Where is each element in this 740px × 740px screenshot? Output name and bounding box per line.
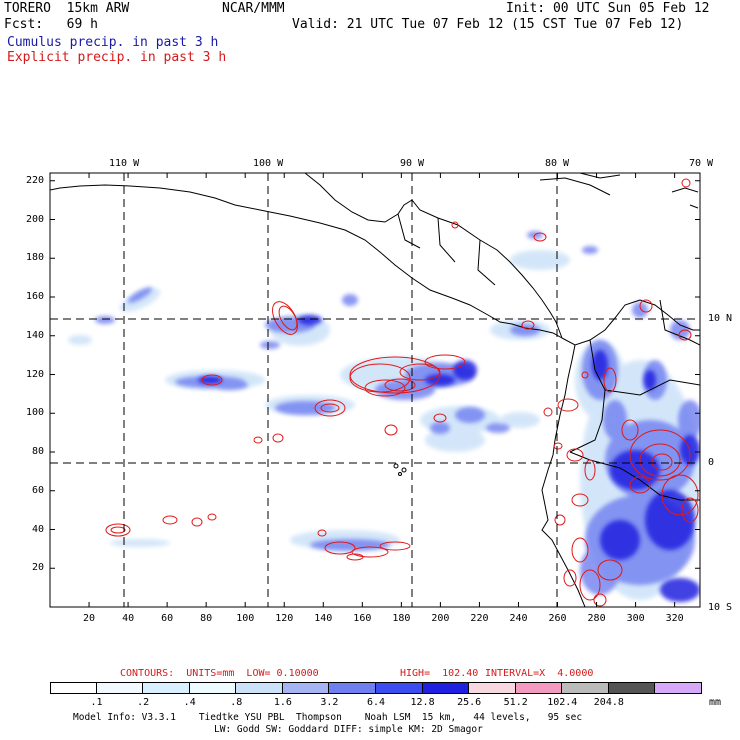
y-tick-label: 220 (26, 174, 45, 186)
x-tick-label: 180 (392, 613, 411, 624)
y-tick-label: 140 (26, 329, 45, 341)
lat-label-10s: 10 S (708, 602, 733, 613)
contour-interval: INTERVAL=X 4.0000 (485, 668, 594, 679)
model-name: TORERO 15km ARW (4, 1, 130, 16)
x-tick-label: 60 (161, 613, 174, 624)
x-tick-label: 140 (314, 613, 333, 624)
legend-label: 25.6 (457, 697, 482, 708)
forecast-hour: Fcst: 69 h (4, 17, 98, 32)
y-tick-label: 60 (32, 484, 45, 496)
precip-heavy-regions (198, 315, 700, 602)
legend-swatch (515, 682, 563, 694)
axis-ticks (50, 173, 700, 607)
valid-time: Valid: 21 UTC Tue 07 Feb 12 (15 CST Tue … (292, 17, 684, 32)
y-tick-label: 120 (26, 368, 45, 380)
legend-swatch (422, 682, 470, 694)
x-tick-label: 40 (122, 613, 135, 624)
x-tick-label: 320 (665, 613, 684, 624)
lon-label-90w: 90 W (400, 158, 425, 169)
legend-swatch (329, 682, 376, 694)
y-tick-label: 80 (32, 446, 45, 457)
cumulus-label: Cumulus precip. in past 3 h (7, 35, 219, 50)
lat-lon-grid (50, 173, 700, 607)
legend-unit: mm (709, 697, 722, 708)
legend-swatch (562, 682, 609, 694)
lon-label-100w: 100 W (253, 158, 284, 169)
legend-label: 102.4 (547, 697, 578, 708)
y-tick-label: 20 (32, 562, 45, 574)
x-tick-label: 20 (83, 613, 96, 624)
y-tick-label: 160 (26, 291, 45, 302)
y-tick-label: 200 (26, 213, 45, 225)
legend-label: .2 (137, 697, 150, 708)
contour-high: HIGH= 102.40 (400, 668, 479, 679)
x-tick-label: 160 (353, 613, 372, 624)
explicit-precip-contours (105, 178, 699, 607)
legend-swatch (236, 682, 283, 694)
legend-label: .1 (90, 697, 103, 708)
x-tick-label: 220 (470, 613, 489, 624)
x-tick-label: 240 (509, 613, 528, 624)
y-tick-label: 180 (26, 252, 45, 264)
legend-swatch (376, 682, 423, 694)
x-tick-label: 80 (200, 613, 213, 624)
legend-swatch (282, 682, 330, 694)
legend-swatch (469, 682, 516, 694)
legend-label: .8 (230, 697, 243, 708)
legend-label: 6.4 (366, 697, 386, 708)
init-time: Init: 00 UTC Sun 05 Feb 12 (506, 1, 710, 16)
lon-label-110w: 110 W (109, 158, 140, 169)
legend-label: 3.2 (320, 697, 339, 708)
x-tick-label: 280 (587, 613, 606, 624)
legend-label: 1.6 (273, 697, 292, 708)
x-tick-label: 300 (626, 613, 645, 624)
x-tick-label: 260 (548, 613, 567, 624)
legend-swatch (143, 682, 190, 694)
x-tick-label: 100 (236, 613, 255, 624)
lon-label-80w: 80 W (545, 158, 570, 169)
legend-label: .4 (183, 697, 196, 708)
lat-label-0: 0 (708, 457, 715, 468)
legend-swatch (189, 682, 237, 694)
legend-label: 51.2 (503, 697, 528, 708)
legend-swatch (96, 682, 144, 694)
lat-label-10n: 10 N (708, 313, 733, 324)
model-info: Model Info: V3.3.1 Tiedtke YSU PBL Thomp… (73, 712, 583, 723)
legend-label: 204.8 (593, 697, 624, 708)
y-tick-label: 40 (32, 523, 45, 535)
legend-swatch (655, 682, 702, 694)
legend-swatch (50, 682, 97, 694)
explicit-label: Explicit precip. in past 3 h (7, 50, 227, 65)
legend-label: 12.8 (410, 697, 435, 708)
coastlines (50, 173, 700, 607)
y-tick-label: 100 (26, 407, 45, 419)
center-name: NCAR/MMM (222, 1, 285, 16)
x-tick-label: 120 (275, 613, 294, 624)
plot-frame (49, 172, 701, 608)
legend-swatch (608, 682, 656, 694)
lon-label-70w: 70 W (689, 158, 714, 169)
contour-units: CONTOURS: UNITS=mm LOW= 0.10000 (120, 668, 319, 679)
x-tick-label: 200 (431, 613, 450, 624)
physics-info: LW: Godd SW: Goddard DIFF: simple KM: 2D… (214, 724, 483, 735)
